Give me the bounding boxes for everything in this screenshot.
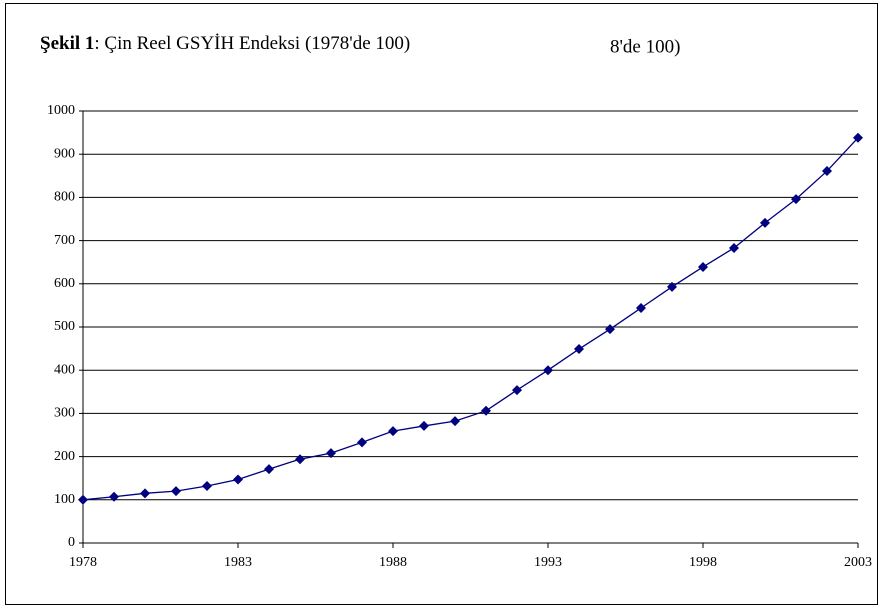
x-tick-label: 1988 xyxy=(379,555,407,570)
marker xyxy=(78,494,88,505)
marker xyxy=(264,464,274,475)
y-tick-label: 200 xyxy=(54,449,75,464)
y-tick-label: 100 xyxy=(54,492,75,507)
marker xyxy=(574,344,584,355)
marker xyxy=(419,420,429,431)
chart-border xyxy=(5,3,878,605)
title-rest: : Çin Reel GSYİH Endeksi (1978'de 100) xyxy=(94,33,410,54)
y-tick-label: 600 xyxy=(54,276,75,291)
marker xyxy=(698,261,708,272)
marker xyxy=(667,281,677,292)
line xyxy=(82,137,859,501)
x-tick-label: 1983 xyxy=(224,555,252,570)
y-tick-label: 500 xyxy=(54,319,75,334)
y-tick-label: 300 xyxy=(54,406,75,421)
marker xyxy=(822,166,832,177)
marker xyxy=(543,365,553,376)
marker xyxy=(109,491,119,502)
marker xyxy=(791,194,801,205)
y-tick-label: 400 xyxy=(54,362,75,377)
y-tick-label: 0 xyxy=(68,535,75,550)
y-tick-label: 800 xyxy=(54,190,75,205)
marker xyxy=(388,426,398,437)
marker xyxy=(853,132,863,143)
marker xyxy=(605,324,615,335)
marker xyxy=(760,217,770,228)
marker xyxy=(233,474,243,485)
x-tick-label: 1993 xyxy=(534,555,562,570)
x-tick-label: 1978 xyxy=(69,555,97,570)
y-tick-label: 900 xyxy=(54,146,75,161)
marker xyxy=(481,405,491,416)
y-tick-label: 700 xyxy=(54,233,75,248)
x-tick-label: 1998 xyxy=(689,555,717,570)
marker xyxy=(512,385,522,396)
marker xyxy=(171,486,181,497)
x-tick-label: 2003 xyxy=(844,555,872,570)
marker xyxy=(636,302,646,313)
chart-title: Şekil 1: Çin Reel GSYİH Endeksi (1978'de… xyxy=(40,33,410,54)
marker xyxy=(326,448,336,459)
marker xyxy=(140,488,150,499)
marker xyxy=(357,437,367,448)
marker xyxy=(729,242,739,253)
marker xyxy=(295,454,305,465)
annotation: 8'de 100) xyxy=(610,36,680,57)
y-tick-label: 1000 xyxy=(47,103,75,118)
marker xyxy=(450,416,460,427)
title-bold: Şekil 1 xyxy=(40,33,94,54)
marker xyxy=(202,480,212,491)
